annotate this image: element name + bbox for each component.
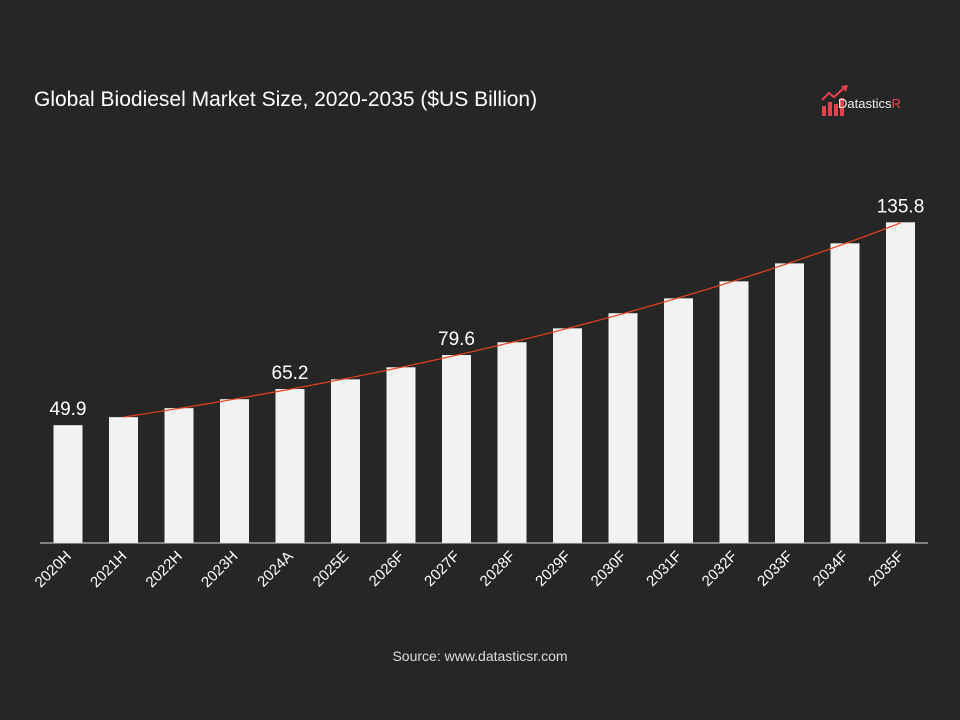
- bar-2034F: [830, 243, 860, 543]
- x-tick-label: 2035F: [865, 548, 907, 590]
- data-label: 65.2: [272, 363, 309, 384]
- x-tick-label: 2026F: [366, 548, 408, 590]
- bar-2033F: [775, 263, 804, 543]
- x-tick-label: 2022H: [143, 548, 186, 591]
- x-tick-label: 2028F: [477, 548, 519, 590]
- bar-2030F: [608, 313, 638, 543]
- bar-2027F: [442, 355, 471, 543]
- bar-2023H: [220, 399, 249, 543]
- bar-2024A: [275, 389, 305, 543]
- bar-2035F: [886, 222, 915, 544]
- x-tick-label: 2030F: [588, 548, 630, 590]
- x-tick-label: 2025E: [310, 548, 353, 591]
- x-tick-label: 2020H: [32, 548, 75, 591]
- x-tick-label: 2027F: [421, 548, 463, 590]
- x-tick-label: 2023H: [198, 548, 241, 591]
- bar-2025E: [331, 379, 360, 543]
- x-tick-label: 2033F: [754, 548, 796, 590]
- data-label: 79.6: [438, 329, 475, 350]
- trendline: [123, 222, 901, 418]
- bar-2026F: [386, 367, 416, 543]
- bar-2020H: [53, 425, 83, 543]
- x-tick-label: 2034F: [810, 548, 852, 590]
- x-tick-label: 2024A: [254, 548, 297, 591]
- x-tick-label: 2032F: [699, 548, 741, 590]
- datasticsr-logo: [821, 85, 848, 116]
- data-label: 49.9: [50, 399, 87, 420]
- x-tick-label: 2021H: [87, 548, 130, 591]
- bar-2022H: [164, 408, 194, 543]
- x-tick-label: 2029F: [532, 548, 574, 590]
- bar-2031F: [664, 298, 693, 543]
- data-label: 135.8: [877, 196, 925, 217]
- logo-text: DatasticsR: [838, 96, 901, 111]
- x-tick-label: 2031F: [643, 548, 685, 590]
- source-note: Source: www.datasticsr.com: [392, 648, 568, 664]
- chart-title: Global Biodiesel Market Size, 2020-2035 …: [34, 88, 538, 111]
- bar-2029F: [553, 328, 582, 543]
- bar-2032F: [719, 281, 749, 543]
- bar-2021H: [109, 417, 138, 543]
- bar-2028F: [497, 342, 527, 543]
